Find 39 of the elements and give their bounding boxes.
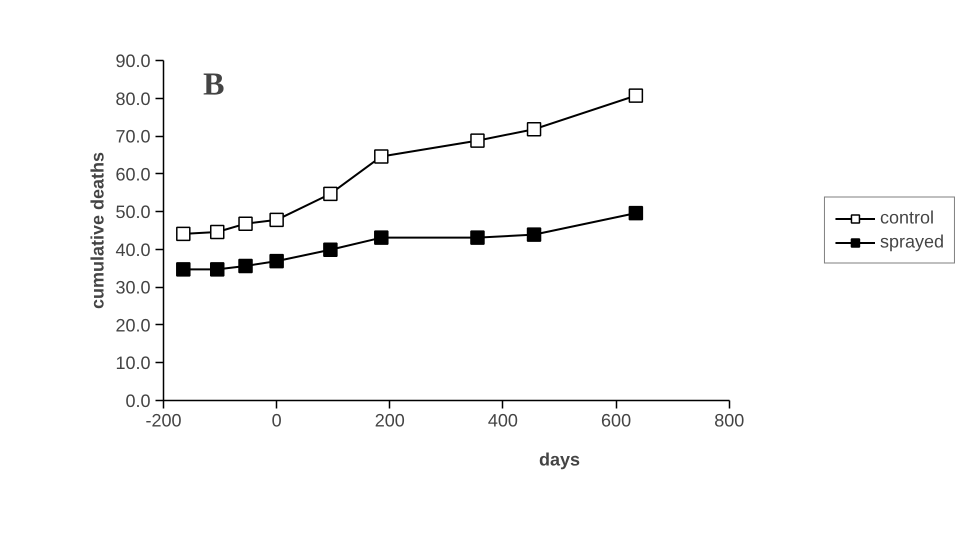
point bbox=[470, 230, 485, 245]
legend-label: control bbox=[880, 208, 934, 228]
point bbox=[374, 230, 389, 245]
point bbox=[238, 216, 253, 231]
point bbox=[628, 206, 644, 220]
point bbox=[470, 133, 485, 148]
point bbox=[210, 224, 224, 240]
point bbox=[323, 186, 338, 202]
point bbox=[526, 122, 542, 137]
point bbox=[628, 88, 644, 103]
y-tick-label: 10.0 bbox=[115, 353, 151, 374]
point bbox=[210, 262, 224, 277]
x-tick-label: -200 bbox=[145, 410, 182, 430]
x-tick-label: 0 bbox=[272, 410, 282, 430]
x-axis-title: days bbox=[538, 450, 580, 470]
legend-label: sprayed bbox=[880, 232, 944, 252]
y-tick-label: 50.0 bbox=[115, 202, 151, 222]
x-tick-label: 200 bbox=[374, 410, 405, 430]
x-tick-label: 800 bbox=[714, 410, 744, 430]
point bbox=[238, 258, 253, 274]
y-tick-label: 20.0 bbox=[115, 315, 151, 336]
y-tick-label: 0.0 bbox=[125, 391, 151, 411]
y-tick-label: 90.0 bbox=[115, 51, 151, 71]
y-tick-label: 70.0 bbox=[115, 126, 151, 147]
x-tick-label: 400 bbox=[488, 410, 518, 430]
point bbox=[374, 149, 389, 164]
point bbox=[269, 254, 284, 268]
y-axis-title: cumulative deaths bbox=[87, 152, 108, 310]
y-tick-label: 80.0 bbox=[115, 88, 151, 109]
point bbox=[526, 227, 542, 242]
point bbox=[323, 242, 338, 258]
y-tick-label: 40.0 bbox=[115, 240, 151, 260]
point bbox=[176, 226, 191, 242]
y-tick-label: 30.0 bbox=[115, 278, 151, 298]
x-tick-label: 600 bbox=[601, 410, 632, 430]
y-tick-label: 60.0 bbox=[115, 164, 151, 184]
annotation: B bbox=[203, 65, 224, 102]
point bbox=[269, 212, 284, 228]
point bbox=[176, 262, 191, 277]
